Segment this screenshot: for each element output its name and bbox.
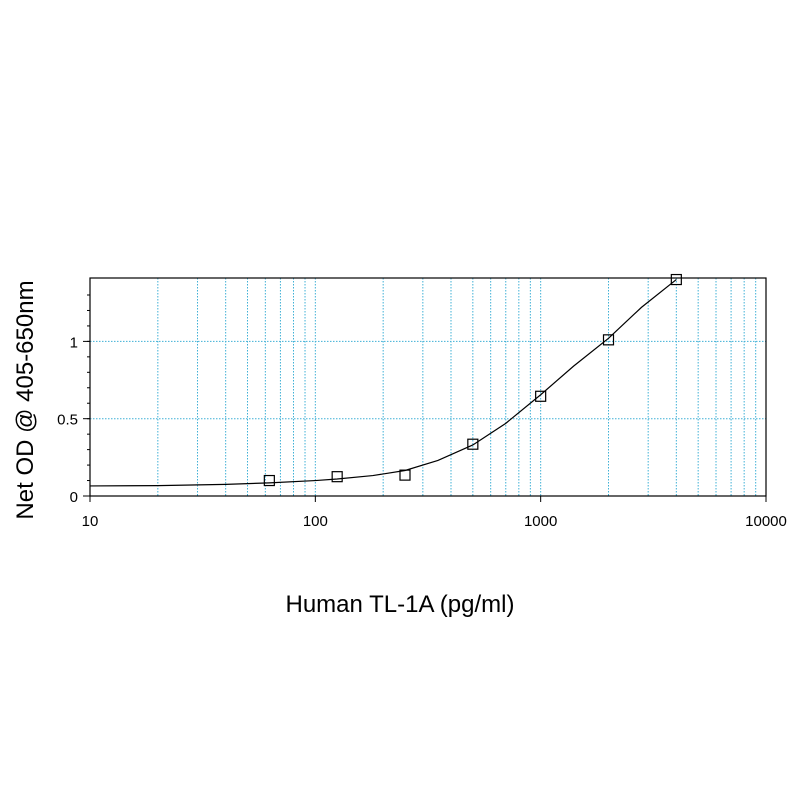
- y-tick-label: 0: [70, 489, 78, 506]
- data-point: [467, 438, 479, 450]
- tick-labels: 0 0.5 1 10 100 1000 10000: [57, 334, 787, 530]
- x-tick-label: 100: [303, 513, 328, 530]
- data-point: [399, 469, 411, 481]
- data-point: [263, 474, 275, 487]
- x-tick-label: 1000: [524, 513, 557, 530]
- y-axis-title: Net OD @ 405-650nm: [12, 280, 39, 519]
- data-point: [535, 390, 547, 402]
- fit-curve: [89, 279, 677, 487]
- x-tick-label: 10000: [745, 513, 787, 530]
- plot-frame: [89, 277, 767, 497]
- data-points: [263, 273, 682, 487]
- y-tick-label: 1: [70, 334, 78, 351]
- x-axis-title: Human TL-1A (pg/ml): [286, 591, 515, 618]
- data-point: [331, 471, 343, 483]
- grid: [90, 278, 766, 496]
- y-tick-label: 0.5: [57, 412, 78, 429]
- plot-area: [90, 278, 766, 496]
- data-point: [670, 273, 682, 286]
- x-tick-label: 10: [82, 513, 99, 530]
- data-point: [602, 334, 615, 346]
